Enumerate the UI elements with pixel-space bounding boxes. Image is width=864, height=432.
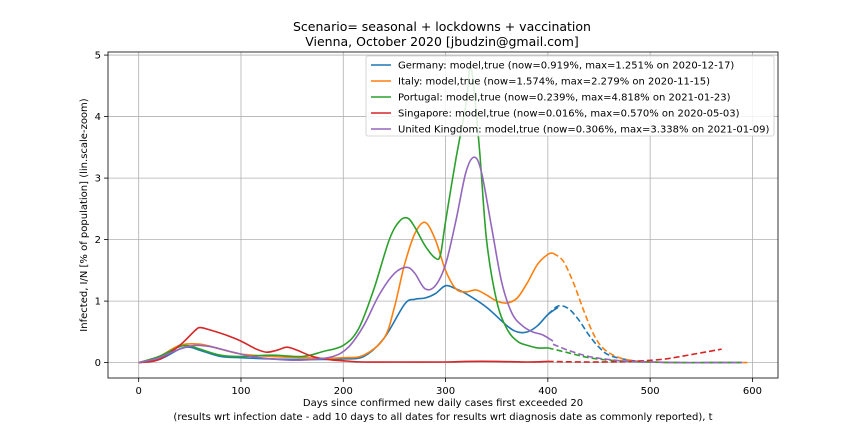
y-ticks: 0 1 2 3 4 5: [95, 51, 108, 369]
series-line-portugal-true: [138, 65, 548, 364]
series-line-singapore-true: [138, 326, 548, 364]
x-tick-label: 100: [231, 386, 250, 397]
y-tick-label: 1: [95, 297, 101, 308]
y-tick-label: 2: [95, 235, 101, 246]
x-tick-label: 0: [135, 386, 141, 397]
legend-label-united-kingdom: United Kingdom: model,true (now=0.306%, …: [398, 125, 769, 136]
series-line-united-kingdom-true: [138, 156, 554, 364]
x-tick-label: 500: [641, 386, 660, 397]
series-lines: [138, 65, 748, 364]
y-axis-label: Infected, I/N [% of population] (lin.sca…: [79, 98, 90, 331]
y-tick-label: 4: [95, 112, 101, 123]
x-tick-label: 200: [334, 386, 353, 397]
chart-subtitle: Vienna, October 2020 [jbudzin@gmail.com]: [305, 34, 579, 49]
series-line-italy-true: [138, 221, 554, 364]
x-axis-label-note: (results wrt infection date - add 10 day…: [173, 412, 712, 423]
legend-label-singapore: Singapore: model,true (now=0.016%, max=0…: [398, 109, 740, 120]
x-tick-label: 400: [538, 386, 557, 397]
legend-label-germany: Germany: model,true (now=0.919%, max=1.2…: [398, 61, 734, 72]
x-tick-label: 300: [436, 386, 455, 397]
x-axis-label: Days since confirmed new daily cases fir…: [303, 398, 583, 409]
series-line-united-kingdom-model: [552, 343, 743, 364]
series-line-singapore-model: [547, 348, 722, 363]
chart-title: Scenario= seasonal + lockdowns + vaccina…: [293, 19, 591, 34]
x-ticks: 0 100 200 300 400 500 600: [135, 378, 762, 397]
x-tick-label: 600: [743, 386, 762, 397]
y-tick-label: 3: [95, 174, 101, 185]
series-line-germany-model: [547, 304, 743, 364]
legend-box: [365, 55, 775, 137]
legend-label-portugal: Portugal: model,true (now=0.239%, max=4.…: [398, 93, 731, 104]
series-line-germany-true: [138, 284, 559, 364]
y-tick-label: 5: [95, 51, 101, 62]
legend: Germany: model,true (now=0.919%, max=1.2…: [365, 55, 775, 137]
y-tick-label: 0: [95, 358, 101, 369]
legend-label-italy: Italy: model,true (now=1.574%, max=2.279…: [398, 77, 710, 88]
plot-frame: [107, 51, 779, 379]
